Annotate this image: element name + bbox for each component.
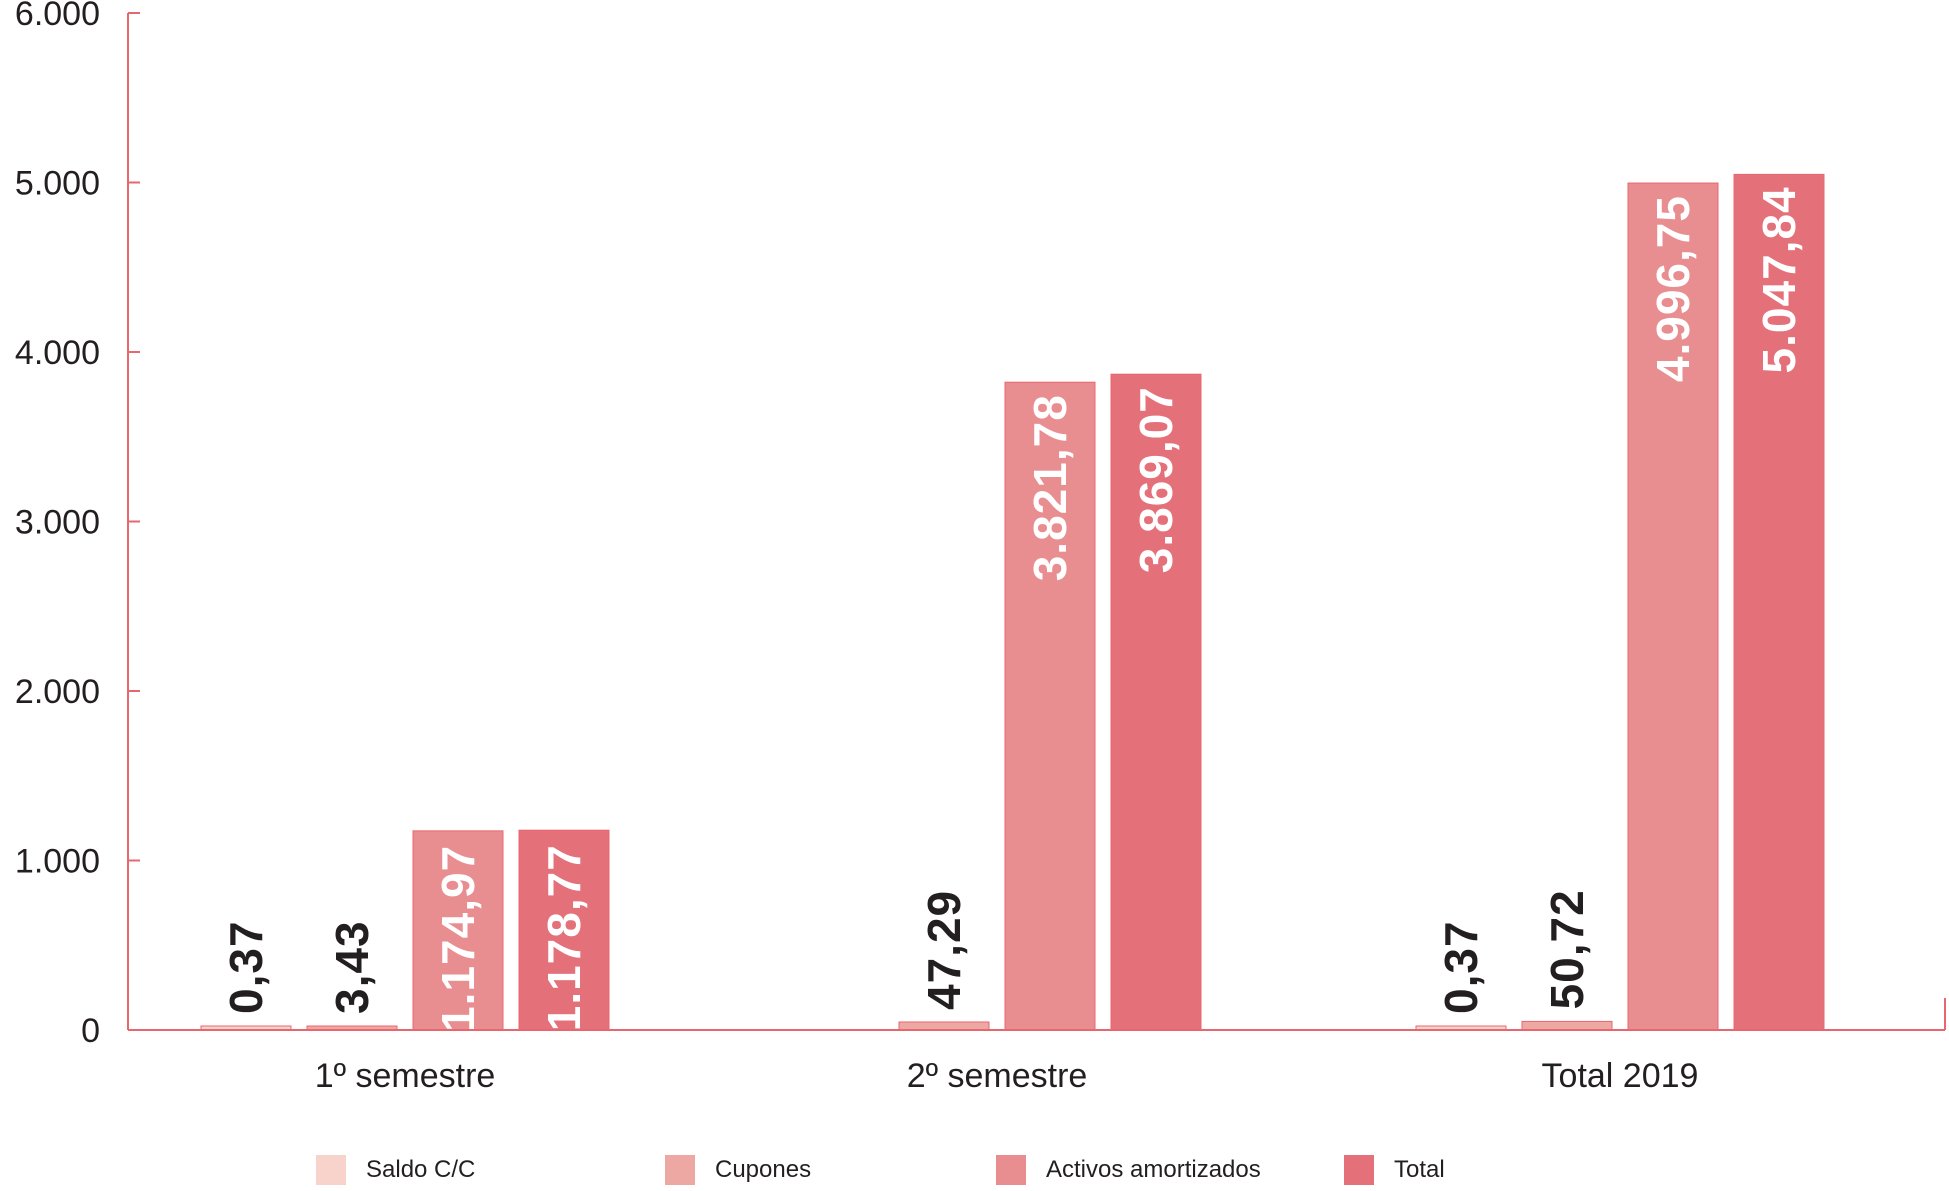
value-label: 5.047,84 [1753,186,1805,373]
x-tick-label: Total 2019 [1542,1057,1699,1095]
legend-label-cupones: Cupones [715,1156,812,1183]
value-label: 3.869,07 [1130,386,1182,573]
legend-swatch-total [1344,1155,1374,1185]
value-label: 50,72 [1541,889,1593,1009]
y-tick-label: 4.000 [15,334,100,372]
bar [898,1021,990,1031]
legend-swatch-cupones [665,1155,695,1185]
x-tick-label: 1º semestre [315,1057,496,1095]
bar [1004,381,1096,1031]
value-label: 0,37 [1435,920,1487,1014]
value-label: 3.821,78 [1024,394,1076,581]
value-labels-group: 0,37 0,37 3,43 47,29 50,72 1.174,97 3.821,78 4.… [220,186,1805,1032]
x-tick-label: 2º semestre [907,1057,1088,1095]
bars-group [200,173,1825,1031]
legend: Saldo C/C Cupones Activos amortizados To… [0,1155,1949,1185]
y-tick-label: 3.000 [15,504,100,542]
legend-item-activos: Activos amortizados [996,1155,1261,1185]
legend-label-saldo: Saldo C/C [366,1156,476,1183]
legend-item-saldo: Saldo C/C [316,1155,475,1185]
value-label: 1.178,77 [538,844,590,1031]
bar [1733,173,1825,1031]
legend-label-activos: Activos amortizados [1046,1156,1261,1183]
legend-item-total: Total [1344,1155,1445,1185]
y-tick-label: 5.000 [15,165,100,203]
x-ticks-group: 1º semestre 2º semestre Total 2019 [315,1057,1699,1095]
y-tick-label: 2.000 [15,673,100,711]
value-label: 4.996,75 [1647,195,1699,382]
bar [1521,1020,1613,1031]
bar [1110,373,1202,1031]
value-label: 1.174,97 [432,845,484,1032]
y-ticks-group: 0 1.000 2.000 3.000 4.000 5.000 6.000 [15,0,1946,1050]
value-label: 47,29 [918,890,970,1010]
value-label: 3,43 [326,920,378,1014]
y-tick-label: 1.000 [15,843,100,881]
y-tick-label: 6.000 [15,0,100,33]
y-tick-label: 0 [81,1012,100,1050]
value-label: 0,37 [220,920,272,1014]
bar [518,829,610,1031]
legend-swatch-activos [996,1155,1026,1185]
bar [1627,182,1719,1031]
legend-item-cupones: Cupones [665,1155,811,1185]
legend-swatch-saldo [316,1155,346,1185]
legend-label-total: Total [1394,1156,1445,1183]
